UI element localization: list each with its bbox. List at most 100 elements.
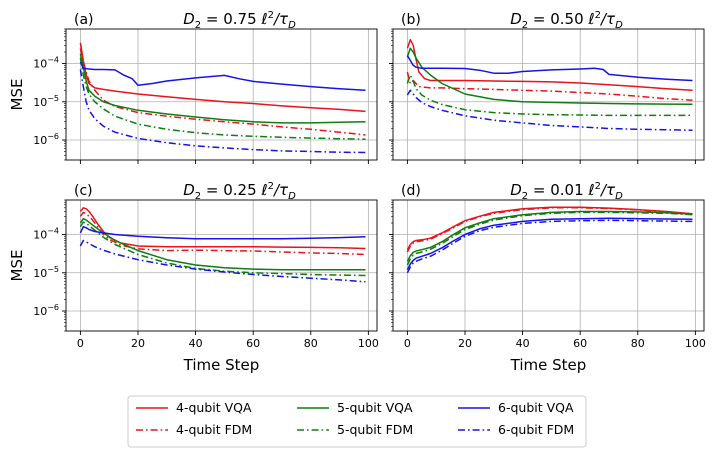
series-line-4-qubit-fdm [406,71,693,101]
title-symbol: D [183,10,195,28]
series-line-5-qubit-vqa [406,210,693,262]
panel-title: D2 = 0.75 ℓ2/τD [183,10,296,31]
y-tick-exponent: −4 [47,56,59,65]
title-denominator-sub: D [288,20,296,31]
y-tick-exponent: −6 [47,303,59,312]
title-denominator-sub: D [615,20,623,31]
panel-b: (b) D2 = 0.50 ℓ2/τD [389,10,705,164]
series-line-4-qubit-fdm [406,207,693,253]
title-denominator: /τ [272,10,289,28]
legend-label: 5-qubit FDM [337,422,413,437]
legend-label: 6-qubit FDM [498,422,574,437]
panel-label: (b) [401,12,421,28]
gridlines [66,29,377,160]
y-tick-exponent: −5 [47,94,59,103]
title-superscript: 2 [268,181,274,192]
axes-frame [392,199,705,332]
title-unit: ℓ [587,10,594,28]
series-group [406,38,693,131]
x-tick-label: 40 [189,337,203,350]
title-unit: ℓ [260,181,267,199]
x-axis-label: Time Step [183,356,260,374]
series-line-4-qubit-fdm [79,48,366,136]
title-denominator: /τ [599,181,616,199]
series-line-6-qubit-vqa [79,61,366,92]
title-subscript: 2 [522,20,528,31]
y-axis-label: MSE [8,79,26,111]
y-tick-exponent: −4 [47,227,59,236]
title-denominator: /τ [599,10,616,28]
y-tick-label: 10−4 [33,227,59,242]
series-line-6-qubit-vqa [79,225,366,240]
title-superscript: 2 [595,10,601,21]
panel-title: D2 = 0.01 ℓ2/τD [510,181,623,202]
y-tick-base: 10 [33,229,47,242]
x-tick-label: 0 [404,337,411,350]
panel-label: (c) [74,183,93,199]
panel-label: (a) [74,12,94,28]
series-line-6-qubit-fdm [79,239,366,283]
title-value: = 0.25 [201,181,261,199]
panel-title: D2 = 0.50 ℓ2/τD [510,10,623,31]
title-denominator-sub: D [615,191,623,202]
title-superscript: 2 [595,181,601,192]
series-group [406,206,693,274]
panel-title: D2 = 0.25 ℓ2/τD [183,181,296,202]
x-tick-label: 80 [631,337,645,350]
series-group [79,207,366,283]
series-line-6-qubit-fdm [406,89,693,131]
x-axis-label: Time Step [510,356,587,374]
x-tick-label: 100 [358,337,379,350]
y-tick-exponent: −6 [47,132,59,141]
gridlines [66,200,377,331]
x-tick-label: 100 [685,337,706,350]
x-tick-label: 40 [516,337,530,350]
series-line-4-qubit-vqa [79,42,366,113]
y-tick-label: 10−6 [33,132,59,147]
series-line-5-qubit-vqa [406,47,693,106]
x-tick-label: 20 [458,337,472,350]
title-value: = 0.75 [201,10,261,28]
axes-frame [392,28,705,161]
y-tick-base: 10 [33,134,47,147]
legend-label: 6-qubit VQA [498,400,574,415]
y-tick-label: 10−4 [33,56,59,71]
title-symbol: D [510,10,522,28]
title-unit: ℓ [587,181,594,199]
legend-label: 4-qubit VQA [176,400,252,415]
y-tick-base: 10 [33,267,47,280]
legend-label: 5-qubit VQA [337,400,413,415]
title-subscript: 2 [522,191,528,202]
series-line-6-qubit-vqa [406,55,693,82]
title-superscript: 2 [268,10,274,21]
title-value: = 0.01 [528,181,588,199]
title-unit: ℓ [260,10,267,28]
y-tick-label: 10−6 [33,303,59,318]
x-tick-label: 20 [131,337,145,350]
series-group [79,42,366,154]
series-line-5-qubit-fdm [406,74,693,117]
series-line-4-qubit-vqa [79,207,366,250]
x-tick-label: 0 [77,337,84,350]
title-subscript: 2 [195,191,201,202]
legend: 4-qubit VQA 4-qubit FDM 5-qubit VQA 5-qubit… [127,395,587,448]
gridlines [393,29,704,160]
y-tick-base: 10 [33,96,47,109]
series-line-5-qubit-fdm [79,221,366,277]
axes-frame [65,199,378,332]
y-tick-exponent: −5 [47,265,59,274]
legend-label: 4-qubit FDM [176,422,252,437]
y-tick-label: 10−5 [33,94,59,109]
title-symbol: D [510,181,522,199]
series-line-5-qubit-fdm [79,57,366,140]
title-symbol: D [183,181,195,199]
title-denominator: /τ [272,181,289,199]
x-tick-label: 80 [304,337,318,350]
title-value: = 0.50 [528,10,588,28]
x-tick-label: 60 [246,337,260,350]
axes-frame [65,28,378,161]
